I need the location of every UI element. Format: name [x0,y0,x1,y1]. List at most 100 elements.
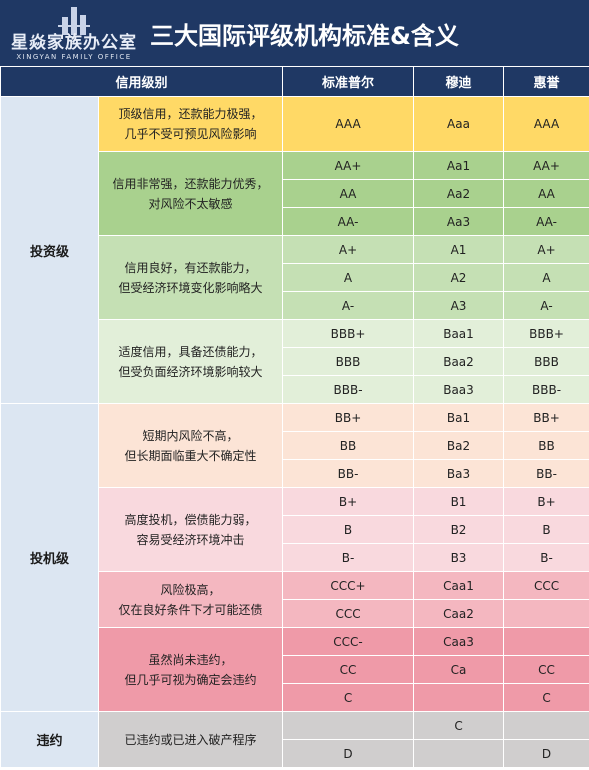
rating-cell: CCC [282,599,415,628]
rating-cell: Aa3 [413,207,505,236]
rating-cell: BBB+ [282,319,415,348]
col-header: 惠誉 [503,66,589,97]
rating-cell: B+ [282,487,415,516]
rating-row: CCC Caa2 [1,599,589,628]
rating-row: 高度投机，偿债能力弱， 容易受经济环境冲击 B+ B1 B+ [1,487,589,572]
rating-cell: A1 [413,235,505,264]
rating-row: 风险极高， 仅在良好条件下才可能还债 CCC+ Caa1 CCC [1,571,589,628]
description-line: 对风险不太敏感 [148,196,233,211]
rating-cell: BBB- [282,375,415,404]
rating-row: A- A3 A- [1,291,589,320]
rating-cell: Caa3 [413,627,505,656]
description: 适度信用，具备还债能力， 但受负面经济环境影响较大 [97,319,284,404]
rating-cell: B- [282,543,415,572]
rating-row: AA- Aa3 AA- [1,207,589,236]
rating-cell: C [413,711,505,740]
logo-en: XINGYAN FAMILY OFFICE [16,53,132,61]
description-line: 仅在良好条件下才可能还债 [118,602,263,617]
rating-cell: A [282,263,415,292]
rating-cell: Ba3 [413,459,505,488]
rating-cell: AA- [282,207,415,236]
rating-cell: D [503,739,589,768]
rating-row: AA Aa2 AA [1,179,589,208]
header-row: 信用级别 标准普尔 穆迪 惠誉 [0,66,589,97]
description-line: 高度投机，偿债能力弱， [124,512,257,527]
rating-cell: Ca [413,655,505,684]
rating-cell: AAA [282,96,415,152]
rating-cell: Baa2 [413,347,505,376]
rating-cell: AA- [503,207,589,236]
rating-cell: B+ [503,487,589,516]
description-line: 已违约或已进入破产程序 [124,732,257,747]
col-header: 标准普尔 [282,66,415,97]
rating-cell: B2 [413,515,505,544]
logo-name: 星焱家族办公室 [11,33,137,53]
description: 顶级信用，还款能力极强， 几乎不受可预见风险影响 [97,96,284,152]
rating-cell [503,599,589,628]
logo: 星焱家族办公室 XINGYAN FAMILY OFFICE [4,6,144,61]
rating-cell [282,711,415,740]
logo-icon [58,7,90,35]
title: 三大国际评级机构标准&含义 [150,22,459,50]
description-line: 顶级信用，还款能力极强， [118,107,263,121]
category: 投资级 [0,96,99,404]
rating-cell: A+ [282,235,415,264]
rating-cell [503,711,589,740]
rating-cell: AA [503,179,589,208]
category: 投机级 [0,403,99,712]
rating-cell [413,683,505,712]
rating-cell: Ba2 [413,431,505,460]
rating-cell: Aaa [413,96,505,152]
rating-cell: B [503,515,589,544]
rating-cell: Aa1 [413,151,505,180]
description-line: 信用非常强，还款能力优秀， [112,176,269,191]
rating-row: B- B3 B- [1,543,589,572]
rating-cell: A [503,263,589,292]
rating-cell: Caa1 [413,571,505,600]
col-header: 信用级别 [0,66,284,97]
description-line: 适度信用，具备还债能力， [118,344,263,359]
rating-cell: CC [282,655,415,684]
description-line: 但长期面临重大不确定性 [124,448,257,463]
rating-cell: BB+ [282,403,415,432]
rating-cell: D [282,739,415,768]
rating-cell: BBB+ [503,319,589,348]
rating-cell: Caa2 [413,599,505,628]
rating-cell: Baa3 [413,375,505,404]
rating-cell: Ba1 [413,403,505,432]
rating-row: 投资级 顶级信用，还款能力极强， 几乎不受可预见风险影响 AAA Aaa AAA [0,96,589,404]
rating-cell: C [503,683,589,712]
rating-cell: AA+ [282,151,415,180]
rating-table: 信用级别 标准普尔 穆迪 惠誉 投资级 顶级信用，还款能力极强， 几乎不受可预见风险… [0,66,589,768]
rating-cell: A- [282,291,415,320]
rating-cell: BB- [503,459,589,488]
rating-cell [413,739,505,768]
description-line: 容易受经济环境冲击 [136,532,245,547]
rating-cell: B [282,515,415,544]
rating-cell: B3 [413,543,505,572]
rating-cell: AA [282,179,415,208]
rating-cell: B- [503,543,589,572]
col-header: 穆迪 [413,66,505,97]
rating-cell: BBB [282,347,415,376]
description-line: 风险极高， [160,582,221,597]
rating-row: 违约 已违约或已进入破产程序 C [0,711,589,768]
rating-cell: BB- [282,459,415,488]
rating-cell [503,627,589,656]
description: 风险极高， 仅在良好条件下才可能还债 [97,571,284,628]
rating-cell: BB+ [503,403,589,432]
header: 星焱家族办公室 XINGYAN FAMILY OFFICE 三大国际评级机构标准… [0,0,589,66]
description-line: 虽然尚未违约， [148,652,233,667]
rating-row: CC Ca CC [1,655,589,684]
description: 虽然尚未违约， 但几乎可视为确定会违约 [97,627,284,712]
rating-cell: BB [282,431,415,460]
description: 已违约或已进入破产程序 [97,711,284,768]
description-line: 几乎不受可预见风险影响 [124,127,257,141]
rating-cell: A- [503,291,589,320]
description: 短期内风险不高， 但长期面临重大不确定性 [97,403,284,488]
rating-cell: C [282,683,415,712]
rating-cell: CC [503,655,589,684]
